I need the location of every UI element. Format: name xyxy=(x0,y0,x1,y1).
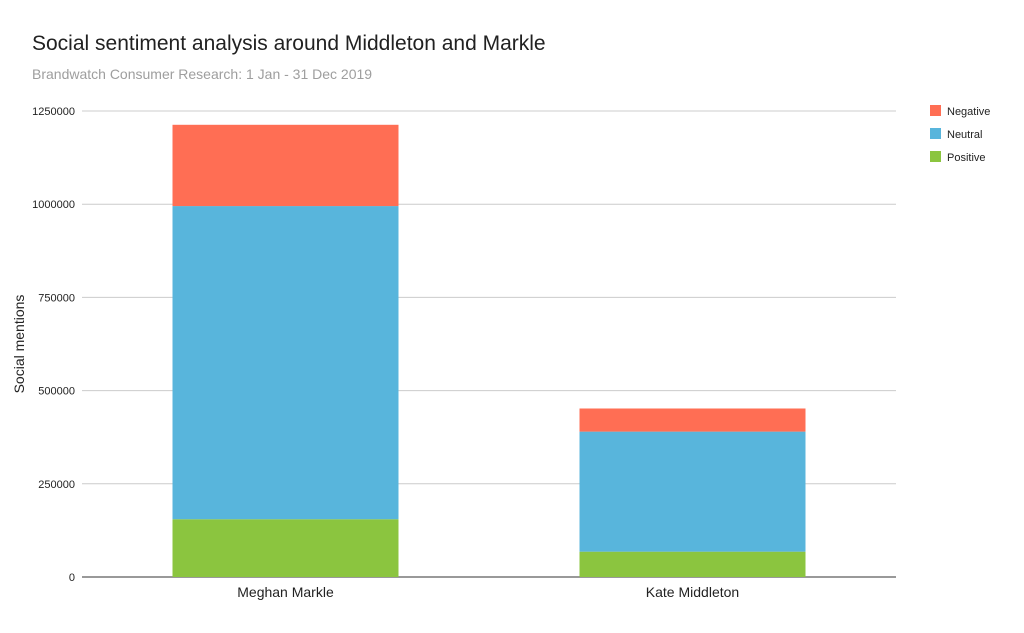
x-category-label: Kate Middleton xyxy=(646,584,739,600)
bar-segment-negative xyxy=(172,124,399,207)
y-axis-label: Social mentions xyxy=(11,295,27,394)
bar-segment-positive xyxy=(172,519,399,577)
legend-label: Neutral xyxy=(947,129,982,141)
y-tick-label: 1000000 xyxy=(32,199,75,211)
legend-label: Positive xyxy=(947,152,986,164)
bar-segment-positive xyxy=(579,551,806,577)
bar-segment-neutral xyxy=(579,431,806,552)
bar-segment-negative xyxy=(579,408,806,432)
x-category-label: Meghan Markle xyxy=(237,584,334,600)
legend-swatch-negative xyxy=(930,105,941,116)
y-tick-label: 750000 xyxy=(38,292,75,304)
y-tick-label: 500000 xyxy=(38,386,75,398)
y-tick-label: 250000 xyxy=(38,479,75,491)
legend-swatch-positive xyxy=(930,151,941,162)
legend-label: Negative xyxy=(947,106,990,118)
legend-swatch-neutral xyxy=(930,128,941,139)
y-tick-label: 0 xyxy=(69,572,75,584)
chart-title: Social sentiment analysis around Middlet… xyxy=(32,32,546,55)
chart-subtitle: Brandwatch Consumer Research: 1 Jan - 31… xyxy=(32,66,373,82)
bar-segment-neutral xyxy=(172,206,399,520)
y-tick-label: 1250000 xyxy=(32,106,75,118)
